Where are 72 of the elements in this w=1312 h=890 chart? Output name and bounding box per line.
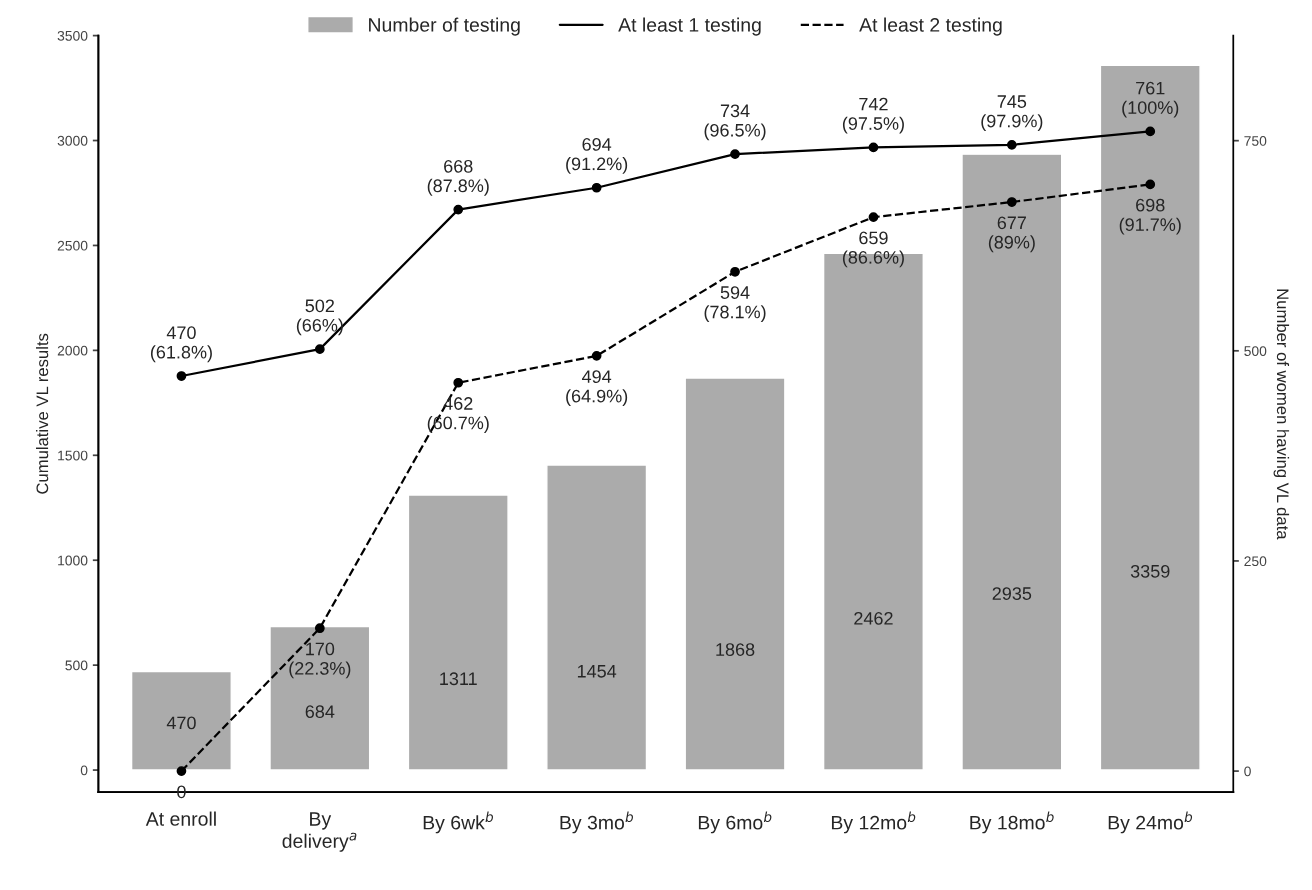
data-label: 594 (78.1%)	[704, 286, 766, 322]
bar	[1099, 64, 1201, 771]
point	[314, 623, 325, 634]
data-label: 2935	[992, 587, 1032, 600]
bar	[961, 153, 1063, 771]
y-tick-label: 2500	[57, 240, 88, 251]
point	[868, 142, 879, 153]
point	[591, 182, 602, 193]
point	[1145, 126, 1156, 137]
point	[868, 212, 879, 223]
point	[730, 149, 740, 159]
y2-axis-title: Number of women having VL data	[1273, 289, 1290, 540]
x-tick-label: By 6mo$^{b}$	[698, 811, 772, 834]
y-tick-label: 3500	[57, 30, 88, 41]
data-label: 694 (91.2%)	[566, 138, 628, 174]
bar	[822, 252, 924, 771]
bar	[130, 670, 232, 771]
data-label: 742 (97.5%)	[842, 97, 904, 134]
y-axis-title: Cumulative VL results	[36, 333, 49, 494]
point	[1006, 140, 1017, 150]
point	[176, 371, 187, 381]
data-label: 170 (22.3%)	[289, 642, 351, 679]
data-label: 462 (60.7%)	[427, 397, 489, 433]
data-label: 470	[166, 716, 196, 730]
bar	[269, 625, 371, 771]
point	[453, 204, 464, 215]
point	[591, 350, 602, 361]
data-label: 668 (87.8%)	[427, 159, 489, 196]
y2-tick-label: 500	[1244, 346, 1267, 356]
point	[453, 377, 464, 388]
data-label: 2462	[854, 611, 893, 625]
data-label: 761 (100%)	[1122, 81, 1179, 118]
data-label: 698 (91.7%)	[1119, 198, 1181, 235]
x-tick-label: By 24mo$^{b}$	[1108, 811, 1193, 834]
data-label: 1868	[716, 643, 755, 656]
x-tick-label: By 6wk$^{b}$	[423, 811, 494, 834]
point	[1145, 179, 1156, 190]
y-tick-label: 500	[65, 660, 88, 671]
y-tick-label: 1000	[58, 555, 88, 566]
data-label: 659 (86.6%)	[842, 231, 904, 268]
point	[314, 344, 325, 354]
data-label: 470 (61.8%)	[150, 326, 212, 363]
point	[1006, 197, 1017, 207]
point	[176, 766, 187, 776]
y2-tick-label: 0	[1244, 766, 1251, 777]
point	[730, 266, 740, 277]
data-label: 1454	[577, 665, 617, 678]
bar	[684, 377, 786, 771]
bar	[407, 494, 509, 771]
x-tick-label: By 3mo$^{b}$	[560, 811, 634, 834]
x-tick-label: By 18mo$^{b}$	[970, 811, 1054, 834]
x-tick-label: By 12mo$^{b}$	[831, 811, 916, 834]
bar	[546, 464, 648, 771]
y-tick-label: 3000	[57, 135, 88, 146]
legend-label: Number of testing	[369, 17, 520, 36]
data-label: 494 (64.9%)	[566, 370, 628, 407]
data-label: 677 (89%)	[988, 216, 1035, 253]
data-label: 1311	[440, 672, 477, 686]
y-tick-label: 1500	[58, 450, 88, 461]
data-label: 745 (97.9%)	[981, 95, 1043, 131]
data-label: 502 (66%)	[296, 299, 343, 336]
y-tick-label: 2000	[57, 345, 88, 356]
x-tick-label: At enroll	[145, 811, 216, 826]
data-label: 684	[305, 705, 335, 719]
legend-label: At least 2 testing	[859, 17, 1002, 36]
y-tick-label: 0	[80, 765, 88, 776]
y2-tick-label: 250	[1244, 556, 1267, 567]
data-label: 3359	[1130, 564, 1170, 578]
data-label: 734 (96.5%)	[704, 104, 766, 141]
x-tick-label: By delivery$^{a}$	[282, 812, 357, 852]
legend-label: At least 1 testing	[618, 17, 761, 36]
y2-tick-label: 750	[1244, 136, 1267, 146]
